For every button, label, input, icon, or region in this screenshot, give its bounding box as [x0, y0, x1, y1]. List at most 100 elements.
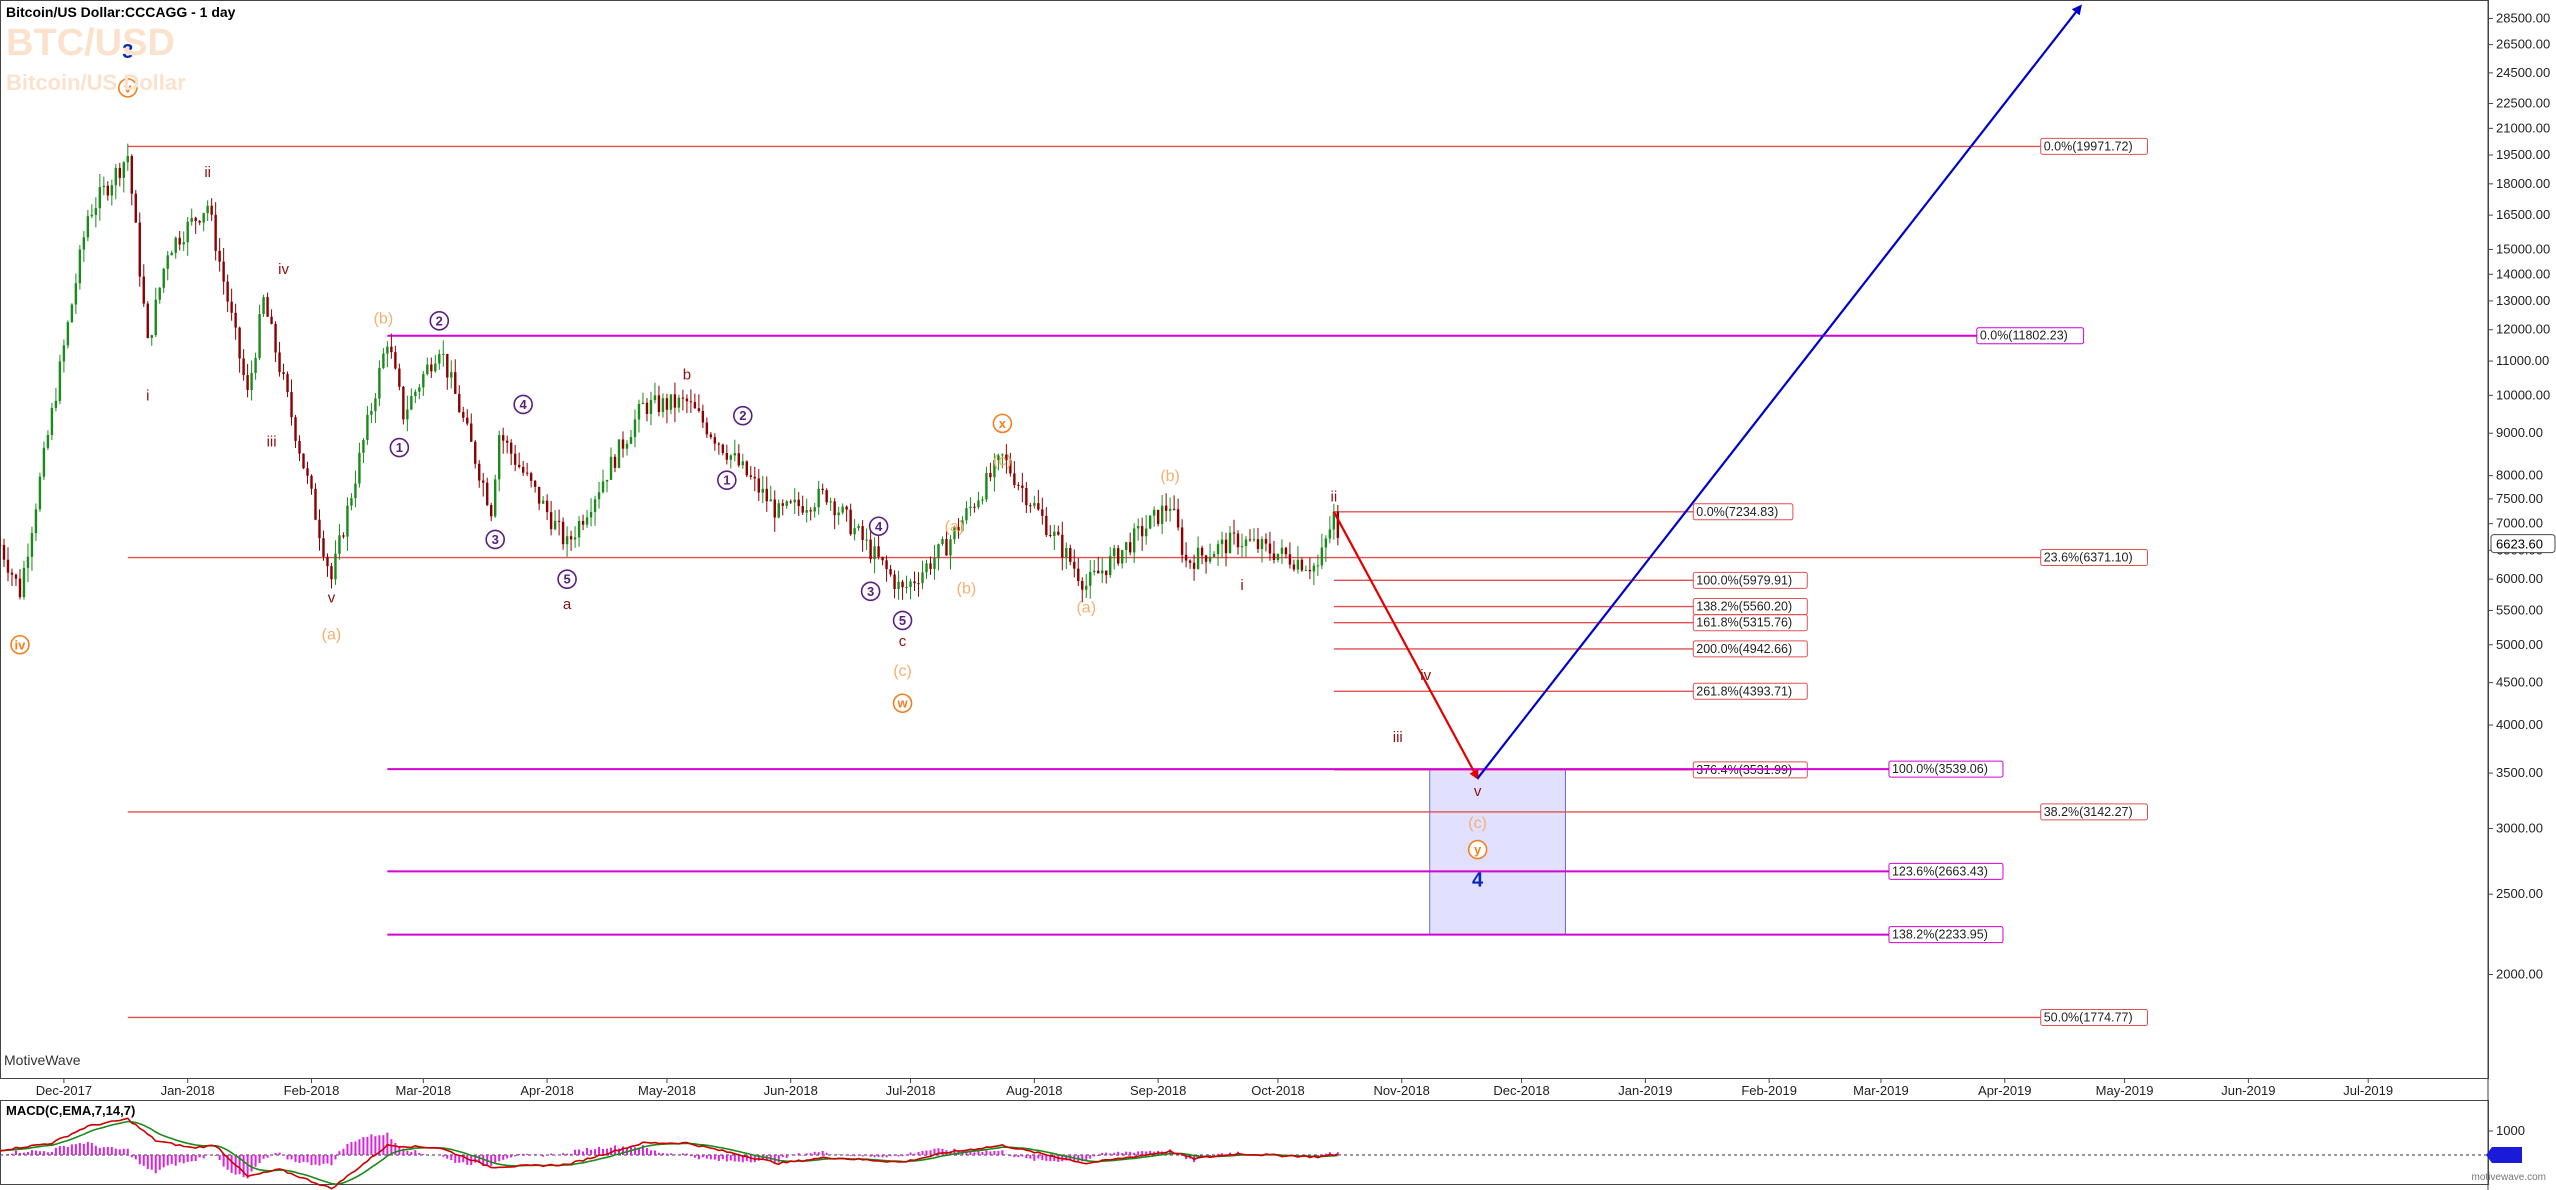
wave-label-circle	[992, 413, 1013, 434]
candle-body	[633, 419, 637, 438]
candle-body	[26, 556, 30, 568]
candle-body	[1256, 539, 1260, 549]
y-tick-label: 7500.00	[2496, 491, 2543, 506]
candle-body	[210, 205, 213, 215]
candle-body	[1268, 543, 1272, 554]
candle-body	[214, 214, 217, 251]
x-tick-label: Dec-2018	[1493, 1083, 1549, 1098]
candle-body	[0, 544, 2, 546]
candle-body	[653, 395, 657, 401]
candle-body	[478, 463, 481, 481]
y-tick-label: 2500.00	[2496, 886, 2543, 901]
wave-label-circle	[513, 394, 533, 415]
wave-label: iv	[15, 637, 27, 652]
candle-body	[146, 303, 149, 338]
candle-body	[1176, 509, 1180, 528]
target-zone-box	[1429, 768, 1566, 936]
candle-body	[1272, 553, 1276, 560]
candle-body	[785, 501, 788, 506]
candle-body	[729, 455, 733, 460]
candle-body	[78, 249, 82, 284]
fib-level-label: 123.6%(2663.43)	[1892, 864, 1988, 878]
y-tick-label: 28500.00	[2496, 10, 2550, 25]
candle-body	[1152, 509, 1156, 516]
wave-label: i	[1240, 577, 1243, 594]
candle-body	[302, 453, 305, 469]
candle-body	[94, 208, 98, 215]
candle-body	[1021, 485, 1024, 489]
candle-body	[581, 521, 585, 525]
candle-body	[649, 400, 653, 415]
y-tick-label: 11000.00	[2496, 353, 2549, 368]
macd-signal-line	[0, 1120, 1338, 1186]
candle-body	[893, 574, 896, 589]
candle-body	[669, 394, 673, 410]
candle-body	[573, 537, 577, 540]
candle-body	[1328, 529, 1332, 539]
candle-body	[525, 472, 529, 474]
candle-body	[909, 581, 912, 588]
candle-body	[841, 506, 844, 513]
candle-body	[126, 155, 129, 163]
candle-body	[685, 398, 689, 402]
candle-body	[46, 434, 50, 448]
candle-body	[1109, 556, 1112, 576]
candle-body	[190, 217, 193, 222]
candle-body	[474, 441, 477, 464]
candle-body	[961, 520, 964, 531]
candle-body	[1288, 554, 1292, 565]
wave-label: 1	[723, 473, 730, 488]
x-tick-label: Feb-2019	[1741, 1083, 1797, 1098]
wave-label: 4	[520, 397, 528, 412]
candle-body	[334, 553, 337, 580]
candle-body	[338, 535, 341, 554]
candle-body	[533, 480, 537, 487]
candle-body	[1017, 484, 1020, 486]
candle-body	[166, 255, 169, 269]
x-tick-label: Aug-2018	[1006, 1083, 1062, 1098]
candle-body	[997, 455, 1000, 461]
candle-body	[697, 408, 701, 411]
candle-body	[394, 352, 397, 369]
candle-body	[50, 407, 54, 435]
wave-label-circle	[717, 470, 737, 490]
x-tick-label: Dec-2017	[36, 1083, 92, 1098]
candle-body	[1200, 547, 1204, 556]
candle-body	[557, 520, 561, 522]
fib-level-label: 100.0%(3539.06)	[1892, 762, 1988, 776]
candle-body	[637, 404, 641, 420]
candle-body	[494, 479, 497, 517]
candle-body	[382, 353, 385, 368]
candle-body	[446, 353, 449, 378]
x-tick-label: Mar-2018	[395, 1083, 451, 1098]
candle-body	[1168, 508, 1172, 511]
candle-body	[885, 560, 888, 570]
candle-body	[1009, 460, 1012, 474]
candle-body	[601, 481, 605, 493]
candle-body	[585, 517, 589, 525]
y-tick-label: 3000.00	[2496, 821, 2543, 836]
candle-body	[38, 476, 42, 510]
candle-body	[737, 453, 741, 466]
candle-body	[853, 528, 856, 535]
candle-body	[250, 372, 253, 390]
candle-body	[1041, 509, 1044, 516]
x-tick-label: Mar-2019	[1853, 1083, 1909, 1098]
candle-body	[422, 374, 425, 388]
candle-body	[230, 301, 233, 313]
fib-level-label-box	[1888, 760, 2004, 778]
candle-body	[1312, 565, 1316, 572]
watermark-name: Bitcoin/US Dollar	[6, 70, 186, 95]
candle-body	[1053, 531, 1056, 536]
candle-body	[625, 443, 629, 449]
candle-body	[434, 363, 437, 372]
candle-body	[426, 364, 429, 375]
candle-body	[1093, 570, 1096, 573]
candle-body	[565, 536, 569, 545]
candle-body	[278, 352, 281, 373]
candle-body	[529, 473, 533, 481]
candle-body	[130, 155, 133, 194]
candle-body	[266, 297, 269, 317]
fib-level-label-box	[1976, 327, 2085, 345]
candle-body	[1132, 528, 1136, 553]
